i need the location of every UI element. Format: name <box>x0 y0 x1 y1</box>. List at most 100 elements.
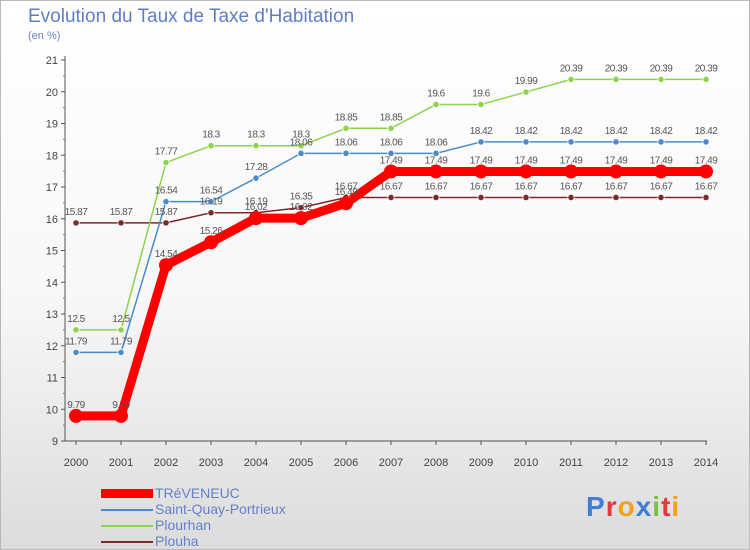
y-tick-label: 11 <box>47 373 58 385</box>
data-point <box>252 174 260 182</box>
data-label: 9.79 <box>112 400 130 411</box>
chart-axes: 9 10 11 12 13 14 15 16 17 18 19 20 21 2000 2001 2002 200… <box>46 55 718 469</box>
data-point <box>612 193 620 202</box>
data-point <box>114 408 128 423</box>
data-point <box>252 142 260 150</box>
data-label: 18.85 <box>380 112 403 123</box>
data-point <box>207 209 215 217</box>
brand-letter: P <box>586 491 606 522</box>
data-point <box>522 88 530 96</box>
data-label: 16.67 <box>650 181 673 192</box>
y-tick-label: 20 <box>46 87 58 99</box>
x-tick-label: 2005 <box>289 457 313 469</box>
data-label: 20.39 <box>695 63 718 74</box>
data-point <box>702 138 710 146</box>
data-label: 16.02 <box>245 202 268 213</box>
y-tick-label: 19 <box>46 119 58 131</box>
data-point <box>342 149 350 157</box>
data-label: 18.06 <box>380 137 403 148</box>
data-label: 17.49 <box>650 155 673 166</box>
data-point <box>567 75 575 83</box>
data-label: 17.77 <box>155 147 178 158</box>
data-point <box>654 164 668 179</box>
brand-logo: Proxiti <box>586 491 680 523</box>
y-tick-label: 16 <box>46 214 58 226</box>
data-point <box>474 164 488 179</box>
data-point <box>609 164 623 179</box>
x-tick-label: 2001 <box>109 457 133 469</box>
data-label: 17.49 <box>425 155 448 166</box>
data-label: 17.49 <box>605 155 628 166</box>
data-label: 18.06 <box>335 137 358 148</box>
data-point <box>702 75 710 83</box>
data-label: 18.06 <box>425 137 448 148</box>
x-tick-label: 2007 <box>379 457 403 469</box>
data-label: 16.67 <box>380 181 403 192</box>
data-label: 16.19 <box>245 197 268 208</box>
legend-swatch <box>101 525 153 527</box>
data-point <box>297 204 305 212</box>
data-point <box>117 219 125 227</box>
data-point <box>612 75 620 83</box>
data-label: 16.67 <box>335 181 358 192</box>
y-tick-label: 13 <box>46 309 58 321</box>
data-label: 14.54 <box>155 249 178 260</box>
legend-label: Plourhan <box>155 517 212 533</box>
data-point <box>72 219 80 227</box>
y-tick-label: 9 <box>52 436 58 448</box>
data-point <box>162 198 170 206</box>
y-tick-label: 18 <box>46 150 58 162</box>
brand-letter: i <box>652 491 662 522</box>
data-label: 16.67 <box>695 181 718 192</box>
data-label: 18.42 <box>605 126 628 137</box>
data-point <box>567 138 575 146</box>
legend-label: Saint-Quay-Portrieux <box>155 501 286 517</box>
data-label: 12.5 <box>67 314 85 325</box>
data-point <box>564 164 578 179</box>
data-label: 18.06 <box>290 137 313 148</box>
data-point <box>207 198 215 206</box>
data-point <box>657 75 665 83</box>
y-tick-label: 21 <box>46 55 58 67</box>
data-point <box>384 164 398 179</box>
data-label: 16.67 <box>425 181 448 192</box>
x-tick-label: 2008 <box>424 457 448 469</box>
x-tick-label: 2009 <box>469 457 493 469</box>
data-label: 20.39 <box>650 63 673 74</box>
x-tick-label: 2006 <box>334 457 358 469</box>
data-label: 16.54 <box>200 186 223 197</box>
data-label: 17.49 <box>695 155 718 166</box>
chart-unit-label: (en %) <box>28 30 61 42</box>
data-label: 11.79 <box>110 336 133 347</box>
data-label: 19.6 <box>427 88 445 99</box>
data-point <box>657 138 665 146</box>
x-tick-label: 2014 <box>694 457 718 469</box>
data-point <box>477 138 485 146</box>
x-tick-label: 2003 <box>199 457 223 469</box>
data-label: 19.99 <box>515 76 538 87</box>
data-point <box>522 138 530 146</box>
x-tick-label: 2013 <box>649 457 673 469</box>
data-label: 15.26 <box>200 226 223 237</box>
data-label: 18.42 <box>650 126 673 137</box>
legend-label: TRéVENEUC <box>155 485 240 501</box>
brand-letter: r <box>605 491 618 522</box>
data-point <box>387 124 395 132</box>
legend-swatch <box>101 489 153 498</box>
data-label: 20.39 <box>560 63 583 74</box>
data-label: 18.3 <box>202 130 220 141</box>
data-point <box>207 142 215 150</box>
data-label: 18.42 <box>560 126 583 137</box>
data-label: 12.5 <box>112 314 130 325</box>
y-tick-label: 17 <box>46 182 58 194</box>
x-tick-label: 2011 <box>559 457 583 469</box>
data-point <box>387 193 395 202</box>
data-label: 16.54 <box>155 186 178 197</box>
data-point <box>567 193 575 202</box>
data-label: 16.67 <box>470 181 493 192</box>
x-tick-label: 2000 <box>64 457 88 469</box>
data-label: 17.49 <box>560 155 583 166</box>
data-point <box>477 193 485 202</box>
brand-letter: i <box>671 491 681 522</box>
data-point <box>297 142 305 150</box>
